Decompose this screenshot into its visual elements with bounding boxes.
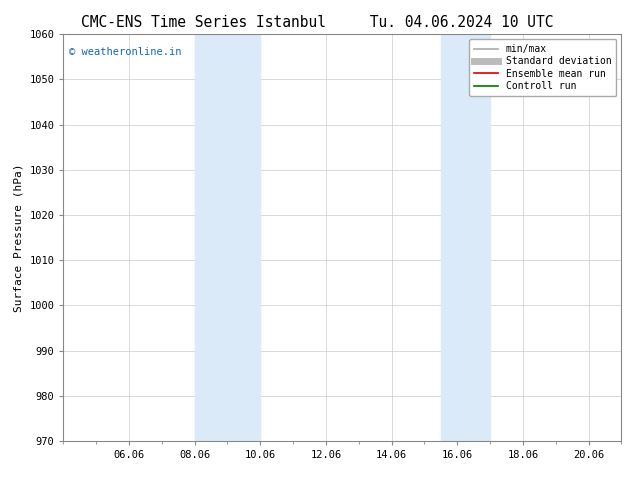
Y-axis label: Surface Pressure (hPa): Surface Pressure (hPa) bbox=[14, 163, 24, 312]
Legend: min/max, Standard deviation, Ensemble mean run, Controll run: min/max, Standard deviation, Ensemble me… bbox=[469, 39, 616, 96]
Bar bbox=[441, 34, 490, 441]
Bar bbox=[195, 34, 261, 441]
Text: © weatheronline.in: © weatheronline.in bbox=[69, 47, 181, 56]
Text: CMC-ENS Time Series Istanbul     Tu. 04.06.2024 10 UTC: CMC-ENS Time Series Istanbul Tu. 04.06.2… bbox=[81, 15, 553, 30]
